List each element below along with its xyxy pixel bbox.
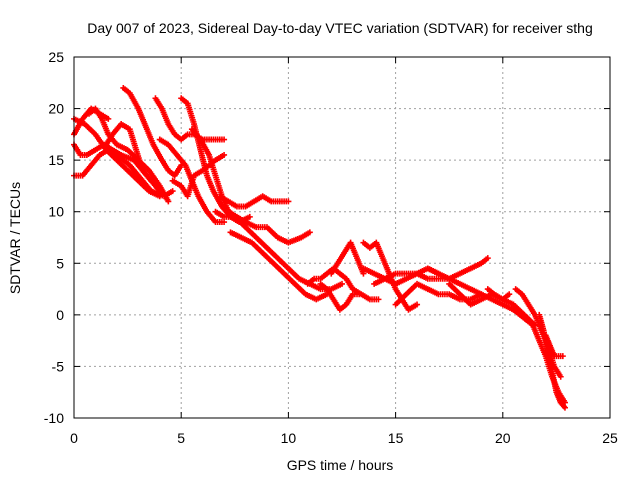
series-track-17: [317, 280, 363, 313]
plot-frame: [73, 56, 611, 419]
x-tick-label: 10: [281, 430, 297, 446]
data-point: [105, 115, 112, 122]
chart-title: Day 007 of 2023, Sidereal Day-to-day VTE…: [87, 20, 593, 36]
y-tick-label: 20: [48, 101, 64, 117]
series-track-15: [221, 203, 345, 293]
data-point: [221, 151, 228, 158]
x-tick-label: 5: [177, 430, 185, 446]
data-point: [561, 404, 568, 411]
series-track-19: [304, 265, 382, 303]
data-point: [221, 136, 228, 143]
data-point: [484, 255, 491, 262]
x-tick-label: 15: [388, 430, 404, 446]
y-tick-label: 10: [48, 204, 64, 220]
data-point: [156, 188, 163, 195]
data-point: [414, 301, 421, 308]
y-tick-label: 5: [56, 255, 64, 271]
x-axis-label: GPS time / hours: [287, 457, 394, 473]
data-points: [71, 84, 568, 411]
x-tick-label: 0: [70, 430, 78, 446]
series-track-6: [120, 84, 185, 179]
series-track-22: [371, 255, 491, 287]
data-point: [306, 229, 313, 236]
data-point: [165, 198, 172, 205]
y-tick-label: 15: [48, 152, 64, 168]
y-tick-label: -5: [52, 358, 65, 374]
y-tick-label: 25: [48, 49, 64, 65]
data-point: [285, 198, 292, 205]
x-tick-label: 25: [602, 430, 618, 446]
series-track-11: [156, 136, 228, 226]
series-track-26: [484, 286, 513, 303]
data-point: [559, 353, 566, 360]
data-point: [221, 219, 228, 226]
data-point: [506, 291, 513, 298]
x-tick-label: 20: [495, 430, 511, 446]
series-track-7: [103, 121, 163, 195]
data-point: [169, 188, 176, 195]
data-point: [246, 213, 253, 220]
y-tick-label: 0: [56, 307, 64, 323]
y-tick-label: -10: [44, 410, 64, 426]
y-axis-label: SDTVAR / TECUs: [7, 182, 23, 294]
series-track-13: [216, 193, 292, 210]
data-point: [339, 280, 345, 287]
series-track-2: [71, 146, 176, 200]
series-track-16: [227, 229, 330, 303]
data-point: [375, 296, 382, 303]
series-track-30: [542, 332, 566, 360]
data-point: [360, 270, 367, 277]
data-point: [557, 373, 564, 380]
